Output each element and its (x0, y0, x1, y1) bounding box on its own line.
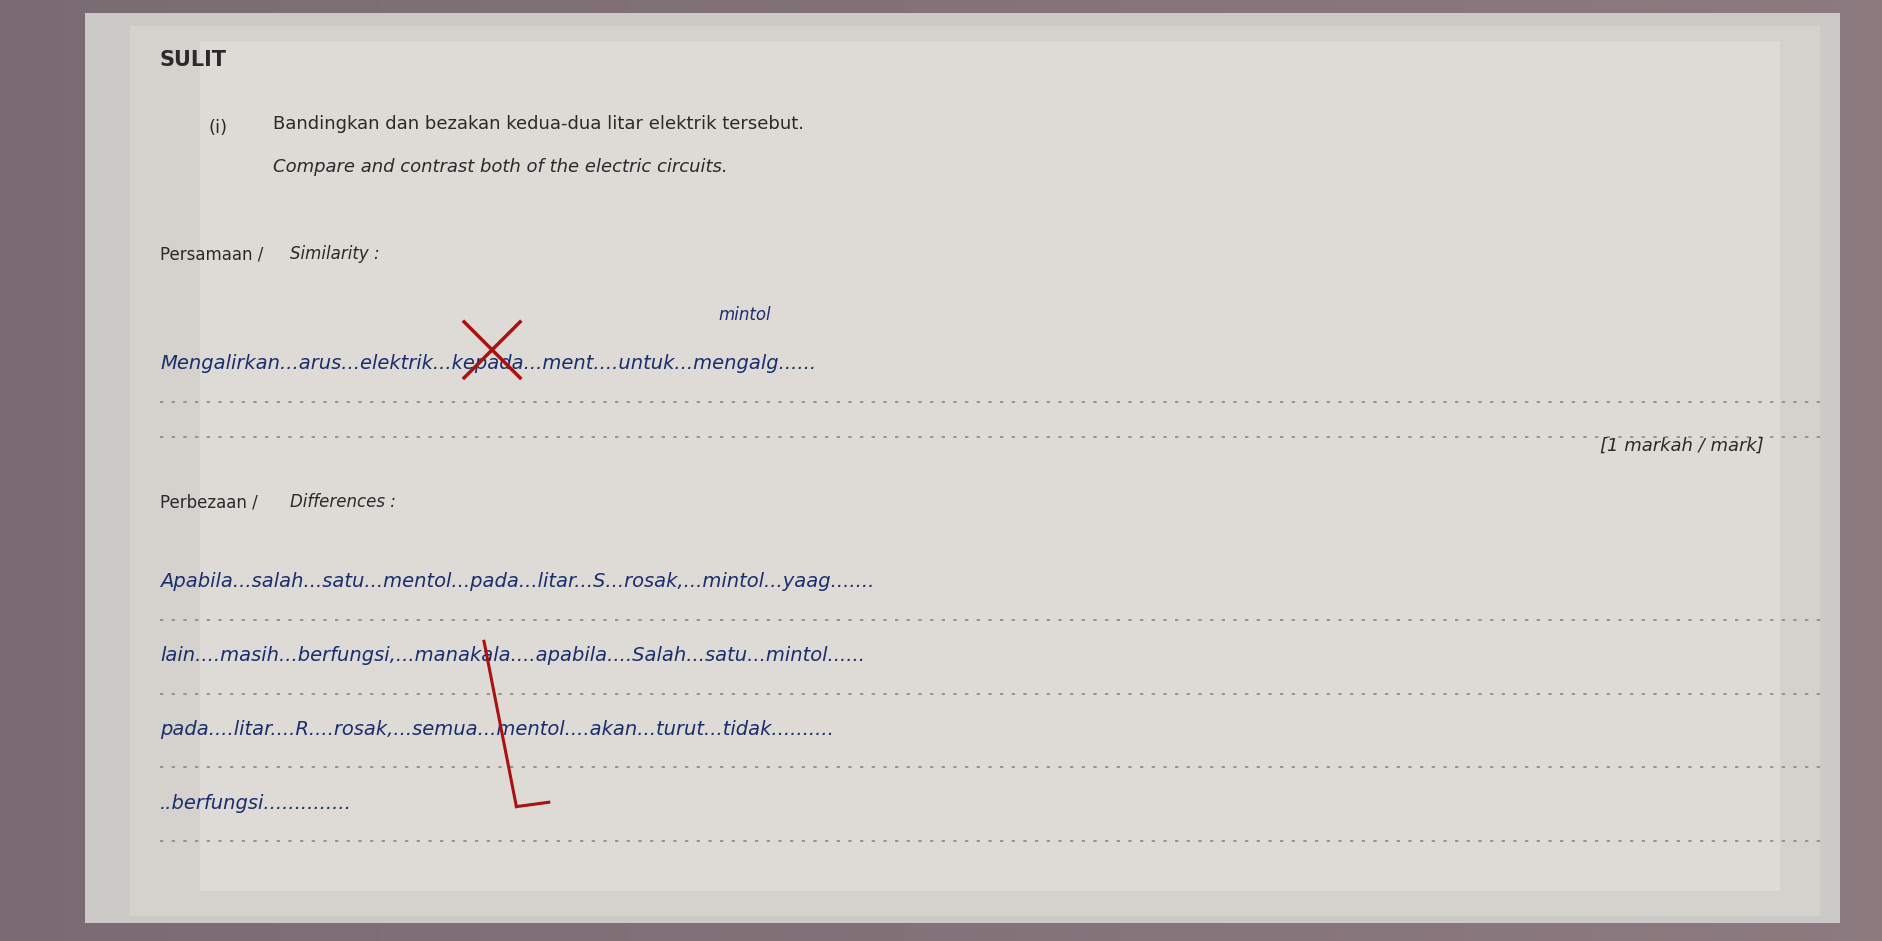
Text: Perbezaan /: Perbezaan / (160, 493, 263, 511)
Text: (i): (i) (209, 120, 228, 137)
Text: lain....masih...berfungsi,...manakala....apabila....Salah...satu...mintol......: lain....masih...berfungsi,...manakala...… (160, 646, 864, 664)
Text: Similarity :: Similarity : (290, 246, 380, 263)
Text: Apabila...salah...satu...mentol...pada...litar...S...rosak,...mintol...yaag.....: Apabila...salah...satu...mentol...pada..… (160, 572, 873, 591)
Polygon shape (199, 41, 1778, 891)
Text: [1 markah / mark]: [1 markah / mark] (1600, 437, 1763, 455)
Text: Mengalirkan...arus...elektrik...kepada...ment....untuk...mengalg......: Mengalirkan...arus...elektrik...kepada..… (160, 354, 815, 374)
Polygon shape (130, 26, 1820, 916)
Text: SULIT: SULIT (160, 50, 228, 70)
Polygon shape (85, 13, 1839, 923)
Text: Compare and contrast both of the electric circuits.: Compare and contrast both of the electri… (273, 158, 728, 177)
Text: mintol: mintol (719, 307, 772, 325)
Text: ..berfungsi..............: ..berfungsi.............. (160, 793, 352, 812)
Text: pada....litar....R....rosak,...semua...mentol....akan...turut...tidak..........: pada....litar....R....rosak,...semua...m… (160, 720, 834, 739)
Text: Bandingkan dan bezakan kedua-dua litar elektrik tersebut.: Bandingkan dan bezakan kedua-dua litar e… (273, 115, 804, 133)
Text: Differences :: Differences : (290, 493, 395, 511)
Text: Persamaan /: Persamaan / (160, 246, 269, 263)
